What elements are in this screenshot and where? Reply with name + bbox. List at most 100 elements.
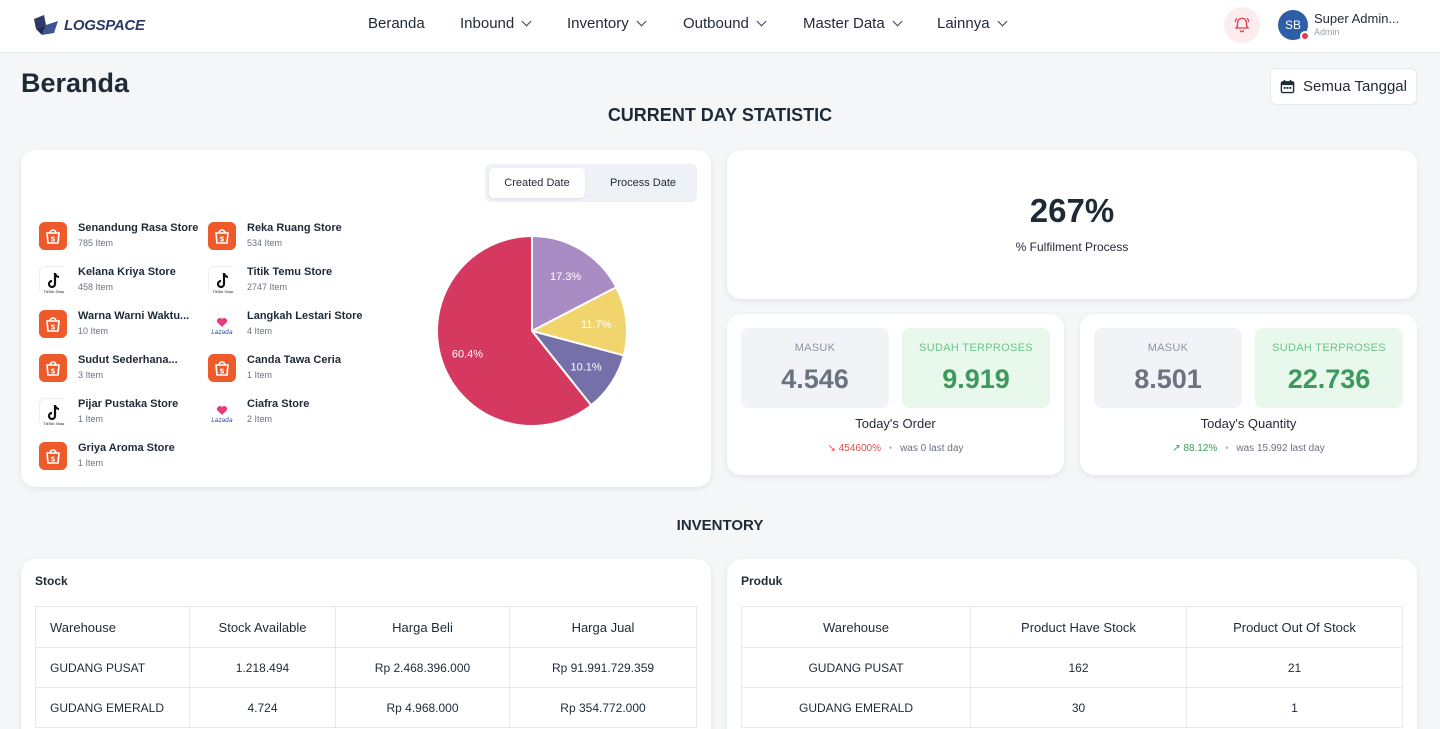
column-header: Harga Beli (335, 606, 510, 648)
store-name: Reka Ruang Store (247, 222, 342, 234)
stock-title: Stock (35, 574, 68, 588)
table-header-row: Warehouse Product Have Stock Product Out… (741, 606, 1403, 648)
svg-text:S: S (219, 236, 224, 244)
order-proses-label: SUDAH TERPROSES (919, 342, 1033, 354)
shopee-icon: S (208, 354, 236, 382)
store-count: 785 Item (78, 238, 114, 248)
stock-card: Stock Warehouse Stock Available Harga Be… (21, 559, 711, 729)
nav-outbound[interactable]: Outbound (683, 15, 767, 32)
store-item: S Griya Aroma Store 1 Item (39, 440, 209, 476)
table-cell: 1.218.494 (189, 647, 336, 688)
quantity-trend-value: 88.12% (1183, 443, 1218, 454)
produk-title: Produk (741, 574, 783, 588)
chevron-down-icon (521, 16, 532, 27)
nav-label: Inventory (567, 15, 629, 32)
store-name: Titik Temu Store (247, 266, 333, 278)
lazada-icon: Lazada (208, 310, 236, 338)
date-filter-label: Semua Tanggal (1303, 78, 1407, 95)
store-count: 1 Item (78, 414, 104, 424)
notification-button[interactable] (1224, 7, 1260, 43)
avatar[interactable]: SB (1278, 10, 1310, 41)
column-header: Product Have Stock (970, 606, 1187, 648)
quantity-proses-value: 22.736 (1287, 364, 1371, 394)
nav-inventory[interactable]: Inventory (567, 15, 647, 32)
pie-slice[interactable] (529, 285, 628, 357)
logo-text: LOGSPACE (64, 16, 145, 34)
table-cell: GUDANG PUSAT (741, 647, 971, 688)
shopee-icon: S (39, 354, 67, 382)
pie-slice-label: 17.3% (550, 271, 581, 283)
store-name: Warna Warni Waktu... (78, 310, 190, 322)
date-filter-button[interactable]: Semua Tanggal (1270, 68, 1417, 105)
table-cell: Rp 91.991.729.359 (509, 647, 697, 688)
top-navbar: LOGSPACE Beranda Inbound Inventory Outbo… (0, 0, 1440, 53)
date-type-toggle: Created Date Process Date (485, 164, 697, 202)
column-header: Warehouse (741, 606, 971, 648)
store-item: S Canda Tawa Ceria 1 Item (208, 352, 378, 388)
store-name: Kelana Kriya Store (78, 266, 176, 278)
store-item: Lazada Langkah Lestari Store 4 Item (208, 308, 378, 344)
store-item: S Warna Warni Waktu... 10 Item (39, 308, 209, 344)
nav-lainnya[interactable]: Lainnya (937, 15, 1007, 32)
svg-text:Lazada: Lazada (211, 329, 233, 336)
separator-dot: • (1225, 443, 1229, 454)
nav-inbound[interactable]: Inbound (460, 15, 532, 32)
bell-icon (1234, 17, 1250, 33)
table-cell: 21 (1186, 647, 1403, 688)
nav-label: Master Data (803, 15, 885, 32)
column-header: Product Out Of Stock (1186, 606, 1403, 648)
table-cell: Rp 354.772.000 (509, 687, 697, 728)
store-name: Langkah Lestari Store (247, 310, 363, 322)
store-name: Griya Aroma Store (78, 442, 175, 454)
chevron-down-icon (997, 16, 1007, 27)
table-row: GUDANG EMERALD 30 1 (741, 687, 1403, 728)
tiktok-icon: TikTok Shop (39, 266, 68, 295)
order-proses-box: SUDAH TERPROSES 9.919 (902, 328, 1050, 408)
pie-slice[interactable] (531, 234, 618, 333)
status-dot (1300, 31, 1310, 41)
lazada-icon: Lazada (208, 398, 236, 426)
section-title-inventory: INVENTORY (676, 517, 764, 534)
nav-master-data[interactable]: Master Data (803, 15, 903, 32)
order-trend-note: was 0 last day (900, 443, 964, 454)
stock-table: Warehouse Stock Available Harga Beli Har… (35, 606, 697, 728)
nav-label: Inbound (460, 15, 515, 32)
svg-text:TikTok Shop: TikTok Shop (43, 290, 65, 294)
produk-card: Produk Warehouse Product Have Stock Prod… (727, 559, 1417, 729)
store-count: 2747 Item (247, 282, 288, 292)
nav-label: Outbound (683, 15, 749, 32)
table-cell: 4.724 (189, 687, 336, 728)
column-header: Warehouse (35, 606, 190, 648)
shopee-icon: S (208, 222, 236, 250)
nav-beranda[interactable]: Beranda (368, 15, 425, 32)
nav-label: Lainnya (937, 15, 990, 32)
svg-text:S: S (50, 324, 55, 332)
section-title-current-day: CURRENT DAY STATISTIC (607, 105, 833, 125)
trend-up-icon: ↗ (1172, 443, 1181, 454)
fulfilment-card: 267% % Fulfilment Process (727, 150, 1417, 299)
store-count: 10 Item (78, 326, 109, 336)
pie-slice-label: 60.4% (452, 349, 483, 361)
store-name: Senandung Rasa Store (78, 222, 199, 234)
today-quantity-card: MASUK 8.501 SUDAH TERPROSES 22.736 Today… (1080, 314, 1417, 475)
toggle-created-date[interactable]: Created Date (489, 168, 585, 198)
store-count: 4 Item (247, 326, 273, 336)
nav-label: Beranda (368, 15, 425, 32)
store-count: 2 Item (247, 414, 273, 424)
quantity-masuk-label: MASUK (1147, 342, 1189, 354)
quantity-trend: ↗ 88.12% • was 15.992 last day (1080, 443, 1417, 454)
shopee-icon: S (39, 310, 67, 338)
toggle-process-date[interactable]: Process Date (609, 177, 677, 189)
store-name: Sudut Sederhana... (78, 354, 178, 366)
avatar-initials: SB (1284, 18, 1301, 32)
store-count: 458 Item (78, 282, 114, 292)
app-logo[interactable]: LOGSPACE (32, 12, 145, 38)
quantity-masuk-box: MASUK 8.501 (1094, 328, 1242, 408)
store-item: TikTok Shop Kelana Kriya Store 458 Item (39, 264, 209, 300)
order-masuk-label: MASUK (794, 342, 836, 354)
pie-slice[interactable] (436, 234, 593, 427)
user-name[interactable]: Super Admin... (1314, 11, 1400, 26)
order-trend-value: 454600% (838, 443, 881, 454)
chevron-down-icon (756, 16, 767, 27)
svg-text:S: S (219, 368, 224, 376)
